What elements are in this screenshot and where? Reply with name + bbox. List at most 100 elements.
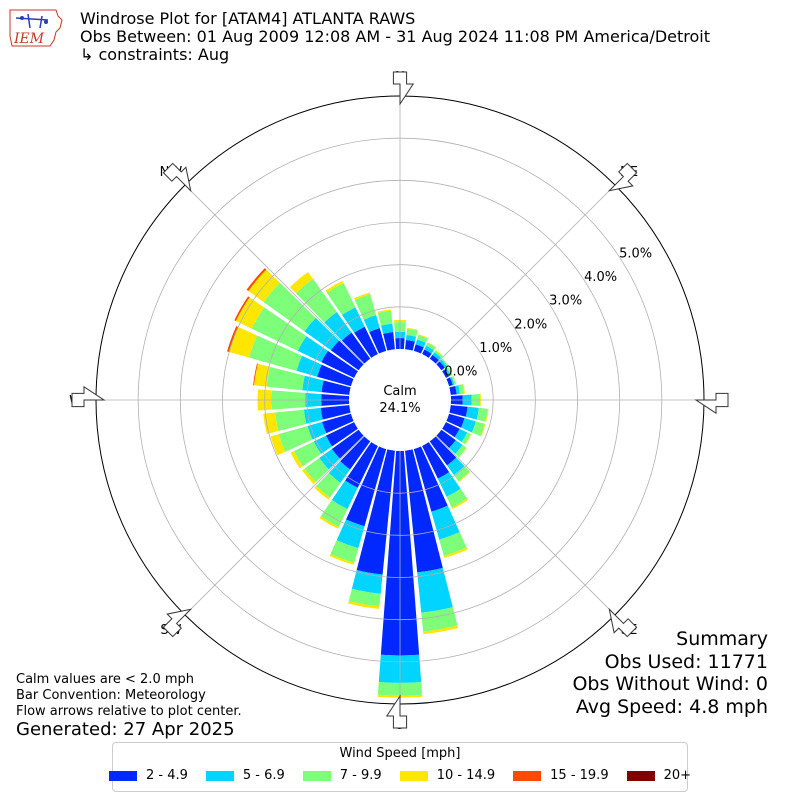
windrose-bar-segment (304, 317, 340, 351)
flow-arrow-icon (162, 608, 193, 638)
chart-header: Windrose Plot for [ATAM4] ATLANTA RAWS O… (80, 10, 710, 64)
windrose-bar-segment (439, 359, 447, 368)
summary-obs-used: Obs Used: 11771 (604, 650, 768, 673)
windrose-bar-segment (449, 405, 468, 417)
ring-label: 2.0% (514, 317, 547, 332)
windrose-bar-segment (294, 441, 321, 467)
windrose-bar-segment (436, 429, 456, 448)
windrose-bar-segment (304, 458, 329, 483)
windrose-bar-segment (341, 332, 371, 364)
windrose-bar-segment (461, 432, 472, 445)
legend-label: 20+ (663, 768, 692, 783)
windrose-bar-segment (458, 447, 467, 458)
windrose-bar-segment (316, 473, 341, 498)
windrose-bar-segment (444, 368, 451, 377)
logo-text: IEM (13, 31, 45, 47)
windrose-bar-segment (331, 480, 358, 510)
legend-swatch (513, 770, 542, 781)
calm-circle (349, 349, 451, 451)
calm-note: Calm values are < 2.0 mph (16, 672, 195, 687)
windrose-bar-segment (442, 422, 460, 438)
windrose-bar-segment (348, 601, 380, 609)
windrose-bar-segment (451, 498, 469, 510)
calm-label: Calm (383, 384, 416, 399)
windrose-bar-segment (480, 423, 486, 437)
windrose-bar-segment (321, 380, 351, 395)
windrose-bar-segment (422, 442, 450, 479)
legend-item: 15 - 19.9 (513, 768, 609, 783)
windrose-bar-segment (427, 342, 437, 348)
windrose-bar-segment (322, 413, 354, 434)
windrose-bar-segment (263, 412, 279, 434)
legend-item: 10 - 14.9 (399, 768, 495, 783)
windrose-bar-segment (446, 377, 453, 387)
generated-date: Generated: 27 Apr 2025 (16, 719, 235, 740)
iem-logo-icon: IEM (9, 9, 63, 47)
windrose-grid (95, 95, 705, 705)
windrose-bar-segment (435, 350, 443, 357)
windrose-bar-segment (320, 499, 348, 527)
windrose-bar-segment (439, 532, 467, 556)
windrose-bar-segment (424, 345, 434, 354)
grid-spoke (184, 435, 365, 616)
grid-spoke (435, 184, 616, 365)
windrose-bar-segment (320, 405, 351, 420)
windrose-bar-segment (446, 457, 465, 475)
windrose-bar-segment (485, 408, 489, 422)
windrose-bar-segment (429, 436, 457, 466)
chart-constraints: ↳ constraints: Aug (80, 45, 230, 64)
windrose-bar-segment (325, 280, 344, 293)
legend-item: 20+ (626, 768, 692, 783)
windrose-bar-segment (251, 307, 307, 351)
legend-swatch (205, 770, 234, 781)
windrose-bar-segment (235, 297, 265, 329)
legend-swatch (626, 770, 655, 781)
windrose-bar-segment (297, 336, 328, 363)
windrose-bar-segment (319, 448, 340, 470)
windrose-bar-segment (405, 340, 415, 351)
flow-arrow-note: Flow arrows relative to plot center. (16, 704, 242, 719)
legend-item: 7 - 9.9 (302, 768, 382, 783)
chart-notes: Calm values are < 2.0 mph Bar Convention… (16, 672, 242, 720)
windrose-bar-segment (377, 310, 393, 326)
legend-label: 15 - 19.9 (550, 768, 609, 783)
windrose-bar-segment (406, 328, 418, 337)
windrose-bar-segment (471, 421, 485, 437)
grid-spoke (435, 435, 616, 616)
windrose-bar-segment (405, 334, 417, 342)
windrose-bar-segment (302, 468, 316, 485)
ring-label: 3.0% (549, 294, 582, 309)
windrose-bar-segment (354, 326, 378, 358)
legend-label: 5 - 6.9 (242, 768, 285, 783)
windrose-bar-segment (465, 434, 472, 445)
ring-label: 1.0% (479, 341, 512, 356)
windrose-bar-segment (443, 547, 468, 558)
windrose-bar-segment (418, 334, 429, 339)
legend-label: 7 - 9.9 (339, 768, 382, 783)
windrose-bar-segment (340, 436, 371, 470)
windrose-bar-segment (325, 422, 358, 447)
windrose-bar-segment (455, 445, 467, 458)
summary-avg-speed: Avg Speed: 4.8 mph (575, 695, 768, 718)
windrose-bar-segment (369, 328, 387, 354)
windrose-bar-segment (454, 428, 468, 443)
windrose-bar-segment (416, 335, 428, 343)
windrose-bar-segment (278, 426, 313, 452)
windrose-bar-segment (295, 278, 337, 323)
windrose-bar-segment (446, 413, 465, 428)
windrose-bar-segment (253, 363, 258, 386)
summary-title: Summary (676, 628, 768, 650)
legend-item: 2 - 4.9 (108, 768, 188, 783)
windrose-bar-segment (462, 383, 466, 394)
windrose-bars (227, 268, 489, 698)
windrose-bar-segment (317, 364, 354, 387)
windrose-bar-segment (290, 451, 303, 469)
windrose-bar-segment (356, 449, 395, 575)
windrose-bar-segment (453, 375, 457, 385)
windrose-bar-segment (405, 449, 443, 573)
windrose-bar-segment (313, 435, 333, 454)
windrose-bar-segment (296, 355, 322, 377)
legend-swatch (399, 770, 428, 781)
legend-items: 2 - 4.9 5 - 6.9 7 - 9.9 10 - 14.9 15 - 19.9 2… (108, 768, 691, 783)
